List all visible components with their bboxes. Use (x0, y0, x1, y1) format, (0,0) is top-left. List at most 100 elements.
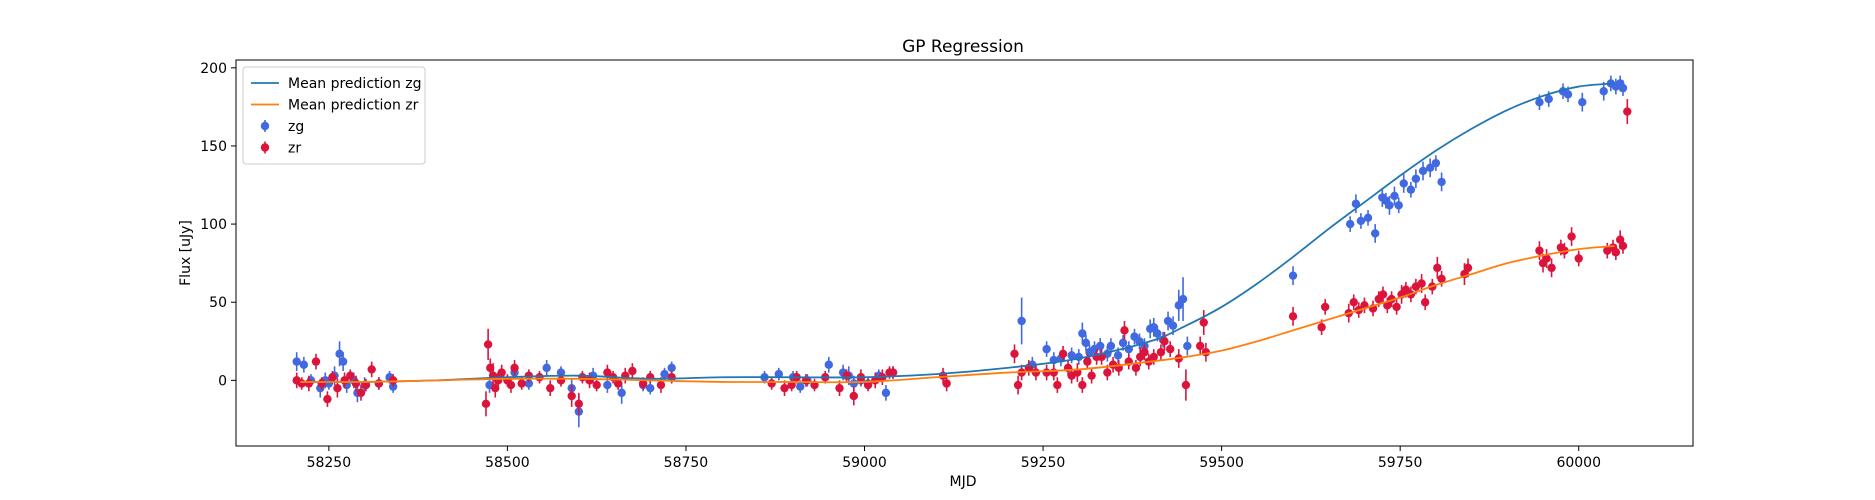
zg-point (1431, 158, 1441, 168)
zg-point (1113, 351, 1123, 360)
zg-point (881, 388, 891, 398)
zg-point (1106, 341, 1116, 351)
zg-point (338, 357, 348, 366)
zg-point (1390, 191, 1399, 201)
zr-point (767, 379, 776, 388)
zr-point (1201, 348, 1211, 357)
zr-point (592, 380, 601, 390)
zr-point (481, 399, 491, 409)
zr-point (328, 373, 337, 382)
zg-point (1183, 341, 1192, 351)
zg-point (1351, 199, 1361, 208)
zr-point (1623, 107, 1632, 116)
zr-point (849, 391, 858, 401)
zg-point (603, 380, 612, 390)
zg-point (1411, 174, 1421, 183)
zr-point (1611, 248, 1621, 257)
zg-point (1599, 87, 1608, 96)
legend: Mean prediction zg Mean prediction zr zg zr (242, 66, 426, 165)
zr-point (1078, 380, 1087, 390)
legend-label: zr (288, 141, 301, 157)
zg-point (1394, 201, 1403, 210)
zr-point (304, 379, 314, 388)
zg-point (1118, 338, 1128, 348)
series-zr (292, 99, 1632, 417)
x-tick-label: 58500 (485, 455, 530, 471)
line-mean-prediction-zr (300, 245, 1615, 384)
zr-point (585, 376, 594, 385)
zr-point (578, 373, 587, 382)
zr-point (311, 357, 321, 366)
zg-point (1437, 177, 1446, 187)
zr-point (787, 380, 796, 390)
zg-point (1535, 97, 1544, 107)
x-tick-label: 59750 (1378, 455, 1423, 471)
zr-point (613, 379, 623, 388)
zg-point (1578, 97, 1587, 107)
zg-point (1078, 329, 1087, 338)
zr-point (333, 383, 342, 393)
legend-label: Mean prediction zr (288, 98, 419, 114)
legend-marker-swatch (260, 143, 270, 152)
zr-point (297, 379, 306, 388)
zr-point (1087, 371, 1096, 380)
zg-point (1399, 179, 1408, 188)
zr-point (374, 379, 384, 388)
zr-point (780, 383, 789, 393)
zr-point (942, 379, 951, 388)
zg-point (524, 379, 534, 388)
zr-point (863, 380, 873, 390)
zr-point (1083, 357, 1092, 366)
zr-point (317, 379, 326, 388)
zr-point (1618, 241, 1628, 251)
zg-point (335, 349, 344, 358)
zg-point (1418, 166, 1428, 176)
zr-point (1165, 344, 1175, 354)
zg-point (1406, 185, 1416, 194)
zr-point (1383, 301, 1392, 310)
zr-point (574, 399, 584, 409)
zr-point (1160, 337, 1169, 346)
legend-marker-swatch (260, 121, 270, 131)
y-tick-label: 150 (200, 139, 227, 155)
zr-point (1349, 298, 1358, 307)
zg-point (1544, 94, 1553, 104)
zr-point (835, 383, 844, 393)
zr-point (1378, 290, 1388, 299)
zr-point (388, 376, 398, 385)
zg-point (542, 363, 551, 373)
zr-point (483, 340, 493, 349)
zr-point (1058, 349, 1068, 358)
zg-point (1356, 216, 1366, 226)
zg-point (1081, 338, 1091, 348)
zr-point (1320, 302, 1330, 312)
x-tick-label: 58750 (664, 455, 709, 471)
zr-point (510, 363, 519, 373)
zg-point (849, 379, 858, 388)
zg-point (1178, 294, 1188, 304)
legend-label: Mean prediction zg (288, 76, 422, 92)
line-mean-prediction-zg (300, 82, 1615, 383)
zr-point (506, 380, 516, 390)
zr-point (1042, 368, 1051, 377)
zr-point (1567, 232, 1576, 241)
x-tick-label: 59250 (1021, 455, 1066, 471)
plot-frame (235, 59, 1694, 447)
zg-point (1096, 341, 1105, 351)
zr-point (323, 394, 332, 404)
zg-point (556, 368, 566, 377)
zg-point (1168, 321, 1178, 330)
zr-point (871, 376, 880, 385)
zr-point (351, 379, 361, 388)
zg-point (1618, 83, 1628, 93)
zg-point (1363, 213, 1373, 223)
x-tick-label: 60000 (1556, 455, 1601, 471)
y-tick-label: 0 (218, 373, 227, 389)
chart-title: GP Regression (902, 37, 1024, 57)
zr-point (1288, 312, 1298, 321)
zr-point (567, 391, 576, 401)
zg-point (299, 360, 309, 369)
legend-label: zg (288, 119, 304, 135)
zg-point (667, 363, 676, 373)
